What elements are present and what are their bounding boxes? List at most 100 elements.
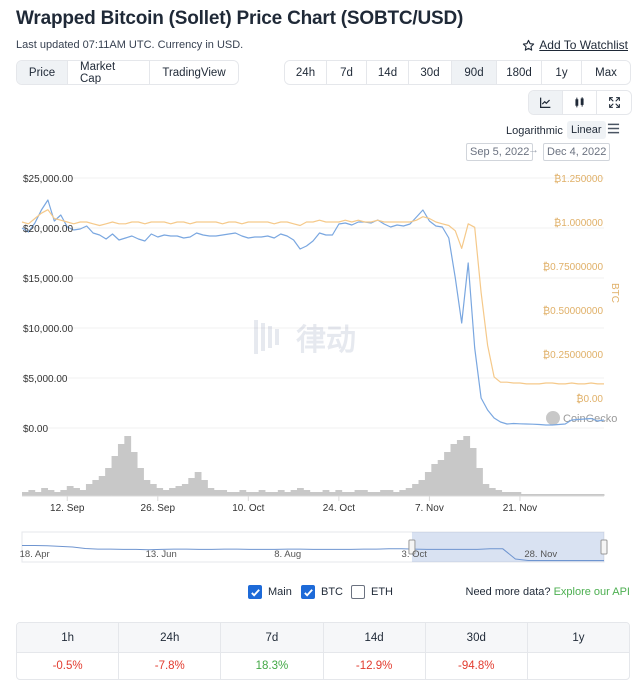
- perf-value-1h: -0.5%: [17, 653, 120, 679]
- date-to-input[interactable]: Dec 4, 2022: [543, 143, 611, 161]
- volume-bar: [156, 488, 164, 496]
- volume-bar: [360, 490, 368, 496]
- volume-bar: [169, 488, 176, 496]
- line-chart-button[interactable]: [529, 91, 563, 114]
- range-label: 1y: [555, 66, 568, 79]
- volume-bar: [111, 456, 119, 496]
- perf-value-14d: -12.9%: [324, 653, 426, 679]
- range-1y[interactable]: 1y: [542, 61, 582, 84]
- range-label: 180d: [506, 66, 532, 79]
- volume-bar: [431, 464, 439, 496]
- volume-bar: [175, 486, 183, 496]
- perf-value-1y: [528, 653, 629, 679]
- date-from-input[interactable]: Sep 5, 2022: [466, 143, 534, 161]
- volume-bar: [348, 492, 355, 496]
- volume-bar: [309, 492, 317, 496]
- navigator-track: [21, 531, 605, 563]
- right-axis-tick: ₿1.000000: [554, 217, 604, 229]
- watermark-logo-text: 律动: [296, 324, 356, 357]
- add-to-watchlist-link[interactable]: Add To Watchlist: [522, 38, 628, 52]
- performance-header-row: 1h 24h 7d 14d 30d 1y: [17, 623, 629, 652]
- volume-bar: [130, 452, 138, 496]
- fullscreen-button[interactable]: [597, 91, 631, 114]
- volume-bar: [85, 484, 93, 496]
- right-axis-tick: ₿1.250000: [554, 173, 604, 185]
- volume-bar: [143, 480, 151, 496]
- tab-market-cap-label: Market Cap: [80, 60, 116, 85]
- scale-linear[interactable]: Linear: [567, 121, 606, 139]
- right-axis-tick: ₿0.50000000: [543, 305, 604, 317]
- volume-bar: [207, 488, 215, 496]
- range-label: Max: [595, 66, 617, 79]
- add-to-watchlist-label: Add To Watchlist: [539, 38, 628, 52]
- volume-bar: [245, 492, 253, 496]
- volume-bar: [559, 494, 567, 496]
- volume-bar: [469, 448, 477, 496]
- tab-market-cap[interactable]: Market Cap: [68, 61, 150, 84]
- volume-bar: [437, 460, 445, 496]
- range-30d[interactable]: 30d: [409, 61, 452, 84]
- tab-price-label: Price: [28, 66, 56, 79]
- checkbox-eth[interactable]: [351, 585, 365, 599]
- volume-bar: [22, 492, 29, 496]
- more-data-prefix: Need more data?: [465, 586, 551, 598]
- volume-bar: [117, 444, 125, 496]
- volume-bar: [137, 468, 144, 496]
- legend-eth[interactable]: ETH: [351, 585, 393, 599]
- volume-bar: [501, 492, 509, 496]
- range-7d[interactable]: 7d: [327, 61, 367, 84]
- volume-bar: [79, 490, 87, 496]
- explore-api-link[interactable]: Explore our API: [553, 586, 630, 598]
- series-line-btc: [21, 209, 604, 385]
- range-14d[interactable]: 14d: [367, 61, 409, 84]
- range-90d[interactable]: 90d: [452, 61, 497, 84]
- legend-btc[interactable]: BTC: [301, 585, 343, 599]
- volume-bar: [456, 440, 464, 496]
- range-max[interactable]: Max: [582, 61, 630, 84]
- range-label: 90d: [464, 66, 484, 79]
- checkbox-main[interactable]: [248, 585, 262, 599]
- volume-bar: [265, 492, 272, 496]
- right-axis-tick: ₿0.75000000: [543, 261, 604, 273]
- volume-bar: [28, 490, 36, 496]
- perf-period-30d: 30d: [426, 623, 528, 652]
- volume-bar: [392, 492, 400, 496]
- perf-period-7d: 7d: [221, 623, 324, 652]
- volume-bar: [476, 468, 483, 496]
- check-icon: [303, 588, 313, 597]
- volume-bar: [66, 486, 74, 496]
- volume-bar: [34, 492, 42, 496]
- chart-menu-icon[interactable]: [607, 122, 620, 135]
- volume-bar: [373, 492, 381, 496]
- navigator-selection: [411, 532, 604, 562]
- volume-bar: [316, 492, 323, 496]
- tab-tradingview[interactable]: TradingView: [150, 61, 238, 84]
- legend-main[interactable]: Main: [248, 585, 292, 599]
- volume-bar: [98, 476, 106, 496]
- navigator[interactable]: 18. Apr 13. Jun 8. Aug 3. Oct 28. Nov: [20, 531, 608, 563]
- candlestick-button[interactable]: [563, 91, 597, 114]
- volume-bar: [181, 484, 189, 496]
- volume-bar: [47, 490, 55, 496]
- volume-bar: [297, 488, 304, 496]
- perf-period-1h: 1h: [17, 623, 120, 652]
- scale-logarithmic[interactable]: Logarithmic: [506, 125, 563, 137]
- perf-period-24h: 24h: [119, 623, 222, 652]
- volume-bar: [73, 488, 80, 496]
- legend-main-label: Main: [268, 586, 292, 598]
- volume-bar: [239, 490, 247, 496]
- perf-period-1y: 1y: [572, 631, 585, 644]
- chart-view-tabs: [528, 90, 632, 115]
- check-icon: [250, 588, 260, 597]
- range-180d[interactable]: 180d: [497, 61, 542, 84]
- volume-bar: [565, 494, 573, 496]
- volume-bar: [386, 490, 394, 496]
- volume-bar: [533, 494, 541, 496]
- left-axis-tick: $5,000.00: [23, 374, 68, 385]
- range-24h[interactable]: 24h: [285, 61, 327, 84]
- volume-bar: [271, 492, 279, 496]
- checkbox-btc[interactable]: [301, 585, 315, 599]
- tab-price[interactable]: Price: [17, 61, 68, 84]
